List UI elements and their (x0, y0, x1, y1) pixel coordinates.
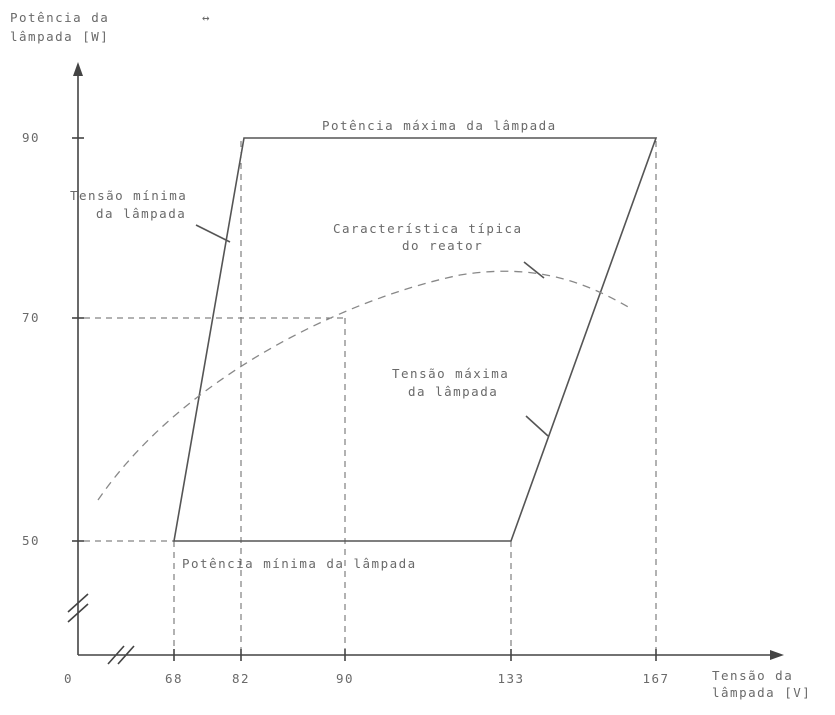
label-potencia-maxima: Potência máxima da lâmpada (322, 118, 557, 133)
x-axis-arrow (770, 650, 784, 660)
ballast-characteristic-curve (97, 270, 631, 501)
x-axis-title-line1: Tensão da (712, 668, 793, 683)
y-tick-label-90: 90 (22, 130, 40, 145)
label-caracteristica-2: do reator (402, 238, 483, 253)
label-caracteristica-1: Característica típica (333, 221, 523, 236)
y-tick-label-70: 70 (22, 310, 40, 325)
label-potencia-minima: Potência mínima da lâmpada (182, 556, 417, 571)
leader-tensao-maxima (525, 415, 549, 437)
y-axis-break-mark-2 (67, 603, 89, 623)
x-axis-break-mark-2 (117, 645, 135, 665)
x-tick-label-90: 90 (336, 671, 354, 686)
origin-label: 0 (64, 671, 73, 686)
x-tick-label-82: 82 (232, 671, 250, 686)
label-tensao-minima-2: da lâmpada (96, 206, 186, 221)
y-axis-extra-mark: ↔ (202, 10, 211, 25)
x-tick-label-167: 167 (642, 671, 669, 686)
y-axis-break-mark-1 (67, 593, 89, 613)
label-tensao-minima-1: Tensão mínima (70, 188, 187, 203)
y-axis-arrow (73, 62, 83, 76)
x-tick-label-133: 133 (497, 671, 524, 686)
x-axis-break-mark-1 (107, 645, 125, 665)
y-axis-title-line1: Potência da (10, 10, 109, 25)
operating-region (173, 137, 658, 542)
x-tick-label-68: 68 (165, 671, 183, 686)
y-axis-title-line2: lâmpada [W] (10, 29, 109, 44)
leader-tensao-minima (195, 224, 231, 243)
leader-caracteristica (523, 261, 545, 279)
x-axis-title-line2: lâmpada [V] (712, 685, 811, 700)
label-tensao-maxima-1: Tensão máxima (392, 366, 509, 381)
y-tick-label-50: 50 (22, 533, 40, 548)
label-tensao-maxima-2: da lâmpada (408, 384, 498, 399)
